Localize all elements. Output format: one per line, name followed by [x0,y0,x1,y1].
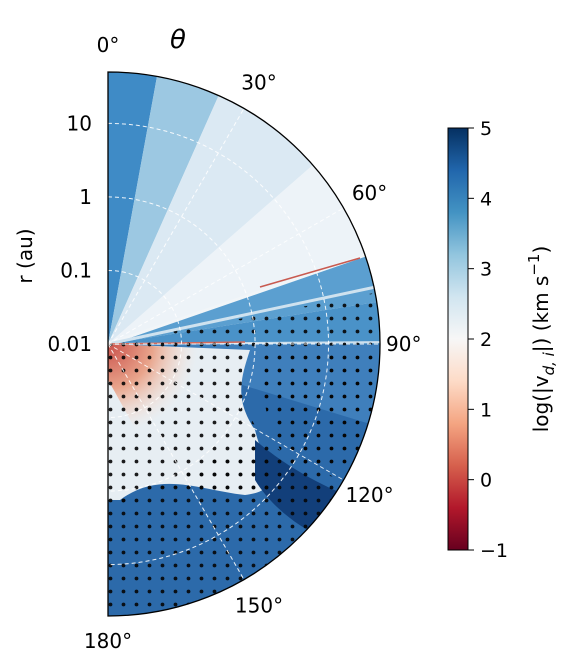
colorbar-tick-5: 4 [480,188,492,210]
radial-tick-0: 0.01 [47,332,92,356]
radial-tick-2: 1 [79,185,92,209]
radial-tick-3: 10 [67,111,92,135]
colorbar-ticks: −1 0 1 2 3 4 5 [468,118,508,562]
radial-tick-1: 0.1 [60,258,92,282]
velocity-field [108,72,380,616]
colorbar-gradient [447,127,469,551]
colorbar-tick-6: 5 [480,118,492,140]
grid-ring-2 [107,196,256,492]
colorbar-tick-2: 1 [480,399,492,421]
grid-spoke-1 [107,108,245,345]
colorbar-tick-1: 0 [480,470,492,492]
grid-spoke-5 [107,343,245,580]
polar-grid [107,108,380,580]
angular-tick-30: 30° [241,70,276,94]
angular-tick-150: 150° [235,594,283,618]
grid-spoke-4 [107,343,344,481]
colorbar-label: log(|vd, i|) (km s−1) [525,246,558,433]
angular-axis-symbol: θ [170,25,186,55]
colorbar-tick-3: 2 [480,329,492,351]
angular-tick-0: 0° [97,33,120,57]
colorbar-tick-4: 3 [480,259,492,281]
grid-spoke-2 [107,207,344,345]
radial-axis-label: r (au) [13,228,37,283]
radial-tick-labels: 0.01 0.1 1 10 [47,111,92,356]
angular-tick-labels: 0° 30° 60° 90° 120° 150° 180° [84,33,422,653]
colorbar: −1 0 1 2 3 4 5 log(|vd, i|) (km s−1) [447,118,558,562]
colorbar-tick-0: −1 [480,540,508,562]
angular-tick-180: 180° [84,629,132,653]
plot-boundary [107,71,381,617]
angular-tick-90: 90° [386,332,421,356]
angular-tick-120: 120° [345,483,393,507]
angular-tick-60: 60° [352,181,387,205]
